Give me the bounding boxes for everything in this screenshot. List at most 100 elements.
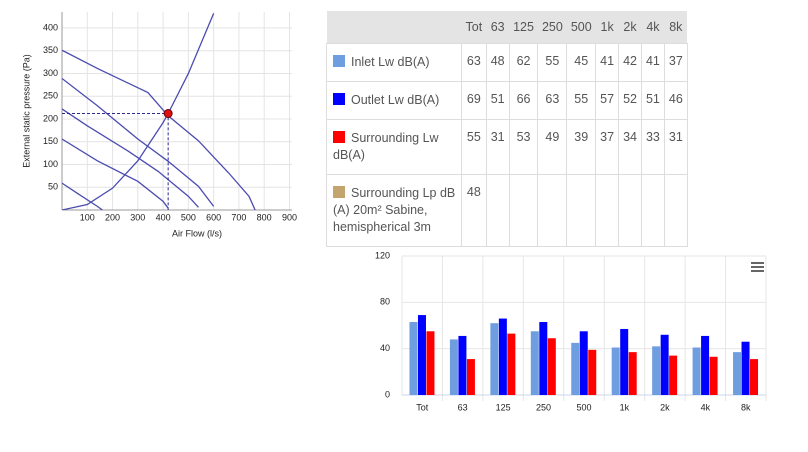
column-header: 4k bbox=[641, 11, 665, 44]
x-tick-label: 100 bbox=[80, 212, 95, 222]
value-cell: 41 bbox=[595, 43, 620, 82]
bar bbox=[458, 335, 467, 395]
menu-bar bbox=[751, 270, 764, 272]
bar bbox=[669, 355, 678, 395]
guide-line bbox=[62, 113, 169, 210]
row-label: Inlet Lw dB(A) bbox=[351, 55, 430, 69]
row-label-cell: Outlet Lw dB(A) bbox=[326, 81, 462, 120]
value-cell: 63 bbox=[537, 81, 568, 120]
column-header: 2k bbox=[618, 11, 642, 44]
bar bbox=[426, 331, 435, 395]
y-tick-label: 150 bbox=[43, 136, 58, 146]
bar bbox=[709, 356, 718, 395]
value-cell bbox=[508, 174, 539, 247]
value-cell: 31 bbox=[663, 119, 688, 175]
x-tick-label: 125 bbox=[496, 402, 511, 412]
bar bbox=[701, 335, 710, 395]
bar bbox=[571, 342, 580, 395]
corner bbox=[326, 11, 462, 44]
header-row: Tot 63 125 250 500 1k 2k 4k 8k bbox=[326, 11, 688, 44]
x-tick-label: 600 bbox=[206, 212, 221, 222]
value-cell: 31 bbox=[485, 119, 510, 175]
value-cell: 34 bbox=[618, 119, 642, 175]
bar bbox=[750, 359, 759, 395]
value-cell: 46 bbox=[663, 81, 688, 120]
x-axis-title: Air Flow (l/s) bbox=[172, 228, 222, 238]
x-tick-label: 800 bbox=[257, 212, 272, 222]
y-tick-label: 350 bbox=[43, 45, 58, 55]
value-cell: 37 bbox=[663, 43, 688, 82]
value-cell: 45 bbox=[566, 43, 597, 82]
y-tick-label: 40 bbox=[380, 343, 390, 353]
row-label-cell: Surrounding Lp dB (A) 20m² Sabine, hemis… bbox=[326, 174, 462, 247]
bar bbox=[628, 352, 637, 395]
chart-menu[interactable] bbox=[751, 262, 764, 272]
curve bbox=[62, 13, 215, 210]
row-label: Surrounding Lw dB(A) bbox=[333, 131, 439, 162]
color-swatch bbox=[333, 93, 345, 105]
value-cell: 63 bbox=[461, 43, 487, 82]
column-header: 125 bbox=[509, 11, 538, 44]
table-row: Outlet Lw dB(A) 69 51 66 63 55 57 52 51 46 bbox=[326, 81, 688, 120]
y-tick-label: 300 bbox=[43, 68, 58, 78]
value-cell: 66 bbox=[508, 81, 539, 120]
curve bbox=[62, 138, 169, 209]
value-cell: 69 bbox=[461, 81, 487, 120]
bar bbox=[417, 315, 426, 395]
y-tick-label: 400 bbox=[43, 22, 58, 32]
bar bbox=[466, 359, 475, 395]
y-tick-label: 80 bbox=[380, 297, 390, 307]
x-tick-label: 400 bbox=[156, 212, 171, 222]
value-cell bbox=[566, 174, 597, 247]
y-tick-label: 100 bbox=[43, 159, 58, 169]
value-cell bbox=[485, 174, 510, 247]
value-cell: 48 bbox=[485, 43, 510, 82]
bar bbox=[692, 347, 701, 395]
x-tick-label: 200 bbox=[105, 212, 120, 222]
table-row: Surrounding Lp dB (A) 20m² Sabine, hemis… bbox=[326, 174, 688, 247]
row-label: Outlet Lw dB(A) bbox=[351, 93, 440, 107]
curve bbox=[62, 108, 199, 208]
bar bbox=[620, 328, 629, 395]
operating-point bbox=[163, 109, 173, 119]
row-label: Surrounding Lp dB (A) 20m² Sabine, hemis… bbox=[333, 186, 456, 234]
bar bbox=[530, 331, 539, 395]
x-tick-label: 8k bbox=[741, 402, 751, 412]
bar bbox=[409, 322, 418, 395]
x-tick-label: 500 bbox=[181, 212, 196, 222]
x-tick-label: 300 bbox=[130, 212, 145, 222]
y-tick-label: 0 bbox=[385, 389, 390, 399]
color-swatch bbox=[333, 55, 345, 67]
value-cell: 48 bbox=[461, 174, 487, 247]
color-swatch bbox=[333, 186, 345, 198]
bar bbox=[449, 339, 458, 395]
bar bbox=[741, 341, 750, 395]
value-cell: 37 bbox=[595, 119, 620, 175]
y-tick-label: 120 bbox=[375, 250, 390, 260]
column-header: 250 bbox=[537, 11, 567, 44]
column-header: 500 bbox=[566, 11, 596, 44]
value-cell: 41 bbox=[640, 43, 665, 82]
x-tick-label: 900 bbox=[282, 212, 297, 222]
value-cell: 42 bbox=[618, 43, 642, 82]
value-cell bbox=[537, 174, 568, 247]
color-swatch bbox=[333, 131, 345, 143]
value-cell bbox=[595, 174, 620, 247]
value-cell: 51 bbox=[485, 81, 510, 120]
y-tick-label: 250 bbox=[43, 91, 58, 101]
bar bbox=[507, 333, 516, 395]
table-row: Inlet Lw dB(A) 63 48 62 55 45 41 42 41 37 bbox=[326, 43, 688, 82]
column-header: Tot bbox=[461, 11, 487, 44]
value-cell: 51 bbox=[640, 81, 665, 120]
menu-bar bbox=[751, 262, 764, 264]
curve bbox=[62, 182, 103, 210]
value-cell bbox=[640, 174, 665, 247]
x-tick-label: 250 bbox=[536, 402, 551, 412]
curve bbox=[62, 77, 215, 207]
value-cell bbox=[618, 174, 642, 247]
value-cell: 39 bbox=[566, 119, 597, 175]
bar bbox=[490, 323, 499, 395]
value-cell: 55 bbox=[461, 119, 487, 175]
